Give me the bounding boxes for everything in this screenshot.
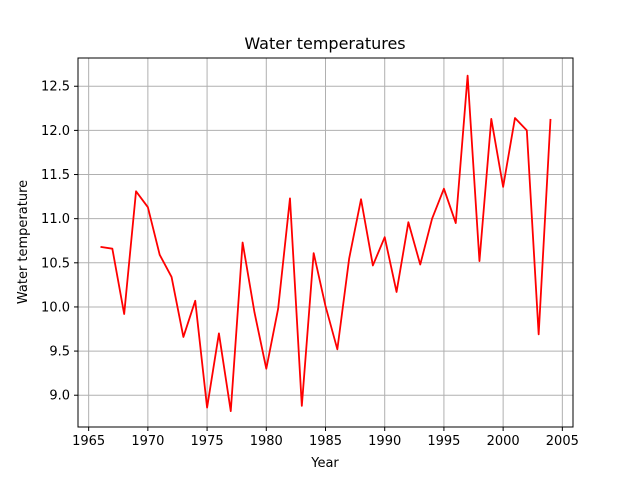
series-layer: [100, 74, 552, 413]
x-axis: 1965 1970 1975 1980 1985 1990 1995 2000 2005: [72, 427, 579, 449]
x-tick-label: 1985: [309, 434, 342, 449]
y-tick-label: 9.5: [49, 345, 70, 360]
series-line: [100, 74, 552, 413]
y-axis: 9.0 9.5 10.0 10.5 11.0 11.5 12.0 12.5: [41, 80, 78, 404]
y-tick-label: 12.5: [41, 80, 70, 95]
x-tick-label: 1970: [131, 434, 164, 449]
x-tick-label: 1975: [191, 434, 224, 449]
y-tick-label: 9.0: [49, 389, 70, 404]
y-tick-label: 11.0: [41, 212, 70, 227]
x-tick-label: 2000: [487, 434, 520, 449]
x-tick-label: 1995: [427, 434, 460, 449]
chart-title: Water temperatures: [244, 34, 405, 53]
grid-lines: [78, 58, 573, 427]
x-tick-label: 2005: [546, 434, 579, 449]
y-tick-label: 10.5: [41, 256, 70, 271]
x-tick-label: 1990: [368, 434, 401, 449]
x-tick-label: 1965: [72, 434, 105, 449]
y-tick-label: 12.0: [41, 124, 70, 139]
y-tick-label: 11.5: [41, 168, 70, 183]
y-axis-label: Water temperature: [16, 180, 31, 304]
x-axis-label: Year: [310, 456, 339, 471]
x-tick-label: 1980: [250, 434, 283, 449]
y-tick-label: 10.0: [41, 300, 70, 315]
